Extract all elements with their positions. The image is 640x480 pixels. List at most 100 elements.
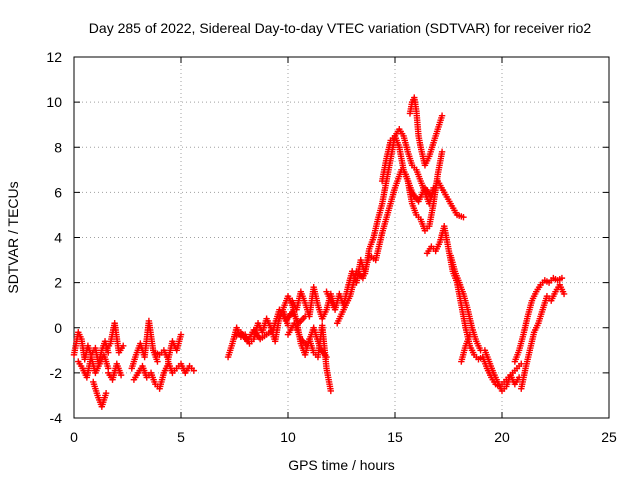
data-point-trail [104, 362, 111, 370]
data-point-trail [374, 218, 381, 225]
x-tick-label: 5 [177, 429, 185, 445]
data-point-trail [382, 157, 390, 164]
y-tick-label: 4 [54, 230, 62, 246]
data-point-trail [538, 308, 546, 316]
data-point-trail [151, 378, 158, 386]
data-point-trail [95, 362, 102, 370]
data-point-trail [132, 353, 139, 361]
data-point-trail [408, 159, 415, 167]
data-point-trail [439, 186, 447, 194]
data-point-trail [429, 141, 437, 149]
data-point-trail [424, 155, 432, 162]
data-point-trail [500, 385, 508, 392]
data-point-trail [228, 342, 235, 349]
data-point-trail [435, 241, 443, 248]
data-point-trail [551, 290, 558, 298]
data-point-trail [382, 180, 390, 187]
data-point-trail [515, 362, 523, 370]
data-series [70, 94, 568, 410]
data-point-trail [417, 141, 424, 149]
gridlines [74, 57, 609, 418]
data-point-trail [543, 278, 551, 285]
data-point-trail [465, 333, 473, 340]
data-point-trail [523, 315, 531, 322]
data-point-trail [485, 356, 492, 363]
data-point-trail [556, 276, 563, 283]
data-point-trail [300, 314, 307, 322]
data-point-trail [412, 209, 419, 216]
data-point-trail [514, 376, 521, 383]
data-point-trail [521, 367, 529, 374]
data-point-trail [378, 202, 385, 210]
x-tick-label: 15 [387, 429, 403, 445]
data-point-trail [77, 362, 85, 370]
data-point-trail [455, 277, 462, 284]
chart-title: Day 285 of 2022, Sidereal Day-to-day VTE… [89, 20, 592, 36]
data-point-trail [345, 295, 353, 302]
data-point-trail [515, 349, 522, 356]
y-axis-label: SDTVAR / TECUs [5, 181, 21, 293]
data-point-trail [153, 356, 160, 363]
data-point-trail [477, 355, 484, 362]
data-point-trail [309, 347, 317, 354]
data-point-trail [531, 290, 539, 298]
data-point-trail [296, 333, 304, 340]
data-point-trail [395, 141, 402, 149]
data-point-trail [408, 198, 415, 205]
data-point-trail [526, 349, 533, 356]
x-tick-label: 25 [601, 429, 617, 445]
data-point-trail [117, 369, 124, 377]
data-point-trail [378, 232, 385, 239]
data-point-trail [314, 299, 321, 307]
y-tick-label: 0 [54, 320, 62, 336]
data-point-trail [118, 344, 125, 352]
data-point-trail [316, 342, 323, 349]
data-point-trail [469, 349, 477, 356]
data-point-trail [548, 277, 555, 284]
x-tick-label: 0 [70, 429, 78, 445]
data-point-trail [399, 164, 407, 171]
y-tick-label: 8 [54, 139, 62, 155]
y-tick-label: 6 [54, 184, 62, 200]
data-point-trail [322, 308, 329, 316]
x-axis-label: GPS time / hours [288, 457, 395, 473]
data-point-trail [384, 209, 392, 216]
data-point-trail [177, 333, 184, 340]
data-point-trail [322, 352, 329, 359]
y-tick-label: -4 [50, 410, 63, 426]
data-point-trail [160, 371, 167, 379]
axis-ticks: 0 5 10 15 20 25 -4 -2 0 2 4 6 8 10 12 [46, 49, 617, 445]
data-point-trail [438, 114, 445, 122]
data-point-trail [493, 376, 500, 383]
data-point-trail [105, 342, 113, 349]
data-point-trail [461, 344, 469, 352]
data-point-trail [261, 332, 268, 340]
data-point-trail [489, 367, 496, 374]
data-point-trail [452, 209, 459, 216]
data-point-trail [535, 283, 543, 291]
data-point-trail [267, 328, 275, 335]
data-point-trail [539, 279, 546, 286]
data-point-trail [301, 297, 308, 304]
data-point-trail [149, 344, 157, 352]
data-point-trail [404, 146, 411, 153]
data-point-trail [438, 150, 445, 158]
data-point-trail [326, 295, 333, 302]
data-point-trail [369, 236, 376, 243]
data-point-trail [559, 288, 567, 295]
data-point-trail [444, 243, 452, 250]
data-point-trail [511, 367, 519, 374]
y-tick-label: 12 [46, 49, 62, 65]
data-point-trail [188, 365, 195, 372]
data-point-trail [391, 186, 398, 194]
data-point-trail [411, 164, 418, 171]
data-point-trail [468, 322, 475, 329]
data-point-trail [154, 350, 161, 357]
data-point-trail [534, 322, 541, 329]
data-point-trail [433, 128, 441, 135]
data-point-trail [446, 198, 453, 205]
y-tick-label: 10 [46, 94, 62, 110]
data-point-trail [528, 299, 535, 307]
data-point-trail [472, 335, 479, 343]
